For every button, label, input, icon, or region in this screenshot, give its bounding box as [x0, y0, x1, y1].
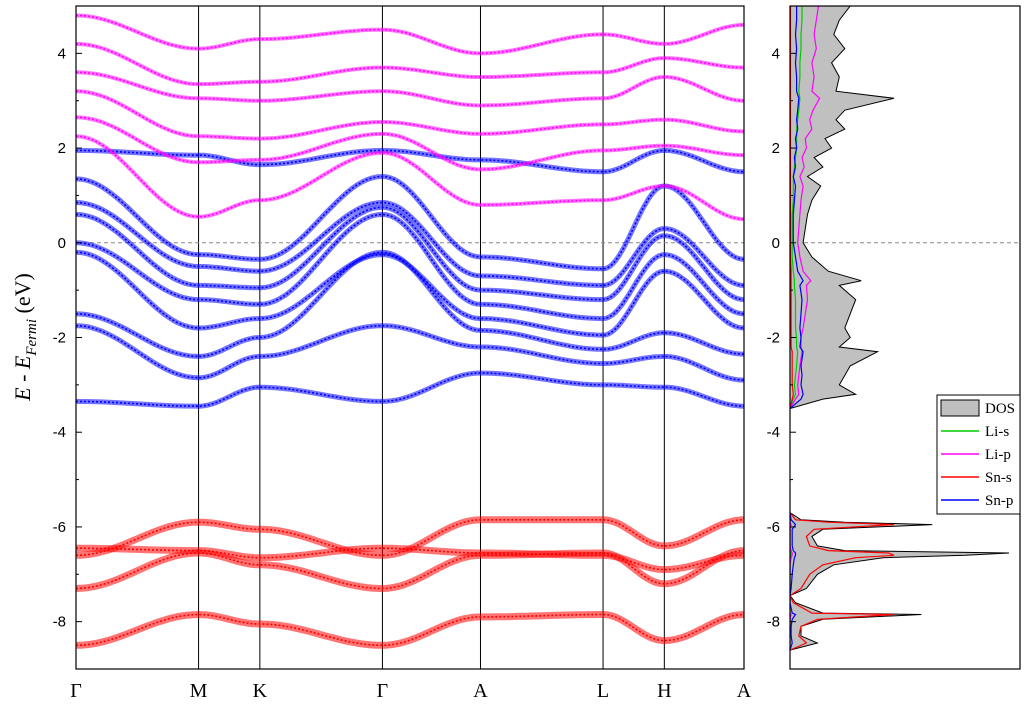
y-tick-label: 0 [58, 235, 66, 252]
k-point-label: M [190, 680, 208, 702]
dos-legend: DOS Li-s Li-p Sn-s Sn-p [936, 394, 1021, 515]
legend-swatch [940, 399, 980, 417]
dos-total-line [790, 6, 1010, 651]
k-point-label: A [737, 680, 752, 702]
band-line-core-sn-s [76, 549, 744, 590]
dos-y-tick-label: 4 [772, 45, 780, 62]
dos-curves [790, 6, 1010, 651]
legend-label: Li-s [985, 424, 1009, 440]
band-line-core-sn-p [76, 213, 744, 320]
band-line-core-sn-p [76, 251, 744, 336]
k-point-label: K [253, 680, 268, 702]
k-point-label: H [657, 680, 671, 702]
legend-label: Li-p [985, 447, 1011, 463]
k-point-label: Γ [70, 680, 82, 702]
band-line-core-li-p [76, 135, 744, 220]
band-line-li-p [76, 41, 744, 87]
band-line-core-sn-p [76, 206, 744, 301]
y-axis-label: E - EFermi (eV) [10, 273, 40, 402]
dos-y-tick-label: 2 [772, 140, 780, 157]
dos-y-axis-ticks: -8 -6 -4 -2 0 2 4 [767, 5, 796, 670]
dos-total-fill [790, 512, 1009, 651]
y-axis-label-subscript: Fermi [24, 319, 40, 357]
dos-panel: -8 -6 -4 -2 0 2 4 DOS Li-s Li-p Sn-s Sn-p [767, 5, 1021, 670]
band-line-core-sn-p [76, 251, 744, 358]
band-line-core-sn-p [76, 372, 744, 408]
band-line-core-li-p [76, 43, 744, 85]
dos-y-tick-label: -2 [767, 330, 780, 347]
band-line-sn-p [76, 370, 744, 409]
band-line-core-li-p [76, 116, 744, 171]
band-line-core-sn-s [76, 547, 744, 571]
band-y-axis-ticks: -8 -6 -4 -2 0 2 4 [53, 5, 82, 670]
band-curves [76, 13, 744, 649]
k-point-label: A [473, 680, 488, 702]
band-line-core-li-p [76, 71, 744, 107]
legend-label: DOS [985, 401, 1015, 417]
band-line-core-sn-p [76, 175, 744, 270]
y-tick-label: 2 [58, 140, 66, 157]
dos-total-fill [790, 6, 894, 409]
band-structure-panel: -8 -6 -4 -2 0 2 4 Γ M K Γ A L H A E - EFermi (eV) [10, 5, 752, 702]
dos-y-tick-label: -8 [767, 614, 780, 631]
band-line-core-sn-p [76, 201, 744, 287]
legend-label: Sn-p [985, 493, 1013, 509]
y-tick-label: -6 [53, 519, 66, 536]
y-axis-label-unit: (eV) [10, 273, 35, 319]
band-line-sn-s [76, 611, 744, 649]
band-line-li-p [76, 89, 744, 141]
band-line-li-p [76, 13, 744, 56]
y-tick-label: -2 [53, 330, 66, 347]
y-tick-label: 4 [58, 45, 66, 62]
k-point-label: Γ [377, 680, 389, 702]
band-line-core-sn-s [76, 613, 744, 647]
k-point-label: L [597, 680, 609, 702]
y-tick-label: -8 [53, 614, 66, 631]
dos-y-tick-label: 0 [772, 235, 780, 252]
band-line-core-sn-s [76, 519, 744, 557]
band-line-core-sn-p [76, 324, 744, 381]
y-tick-label: -4 [53, 424, 66, 441]
band-line-li-p [76, 70, 744, 108]
dos-y-tick-label: -4 [767, 424, 780, 441]
dos-y-tick-label: -6 [767, 519, 780, 536]
y-axis-label-prefix: E - E [10, 355, 35, 402]
band-line-core-sn-p [76, 149, 744, 173]
legend-label: Sn-s [985, 470, 1012, 486]
